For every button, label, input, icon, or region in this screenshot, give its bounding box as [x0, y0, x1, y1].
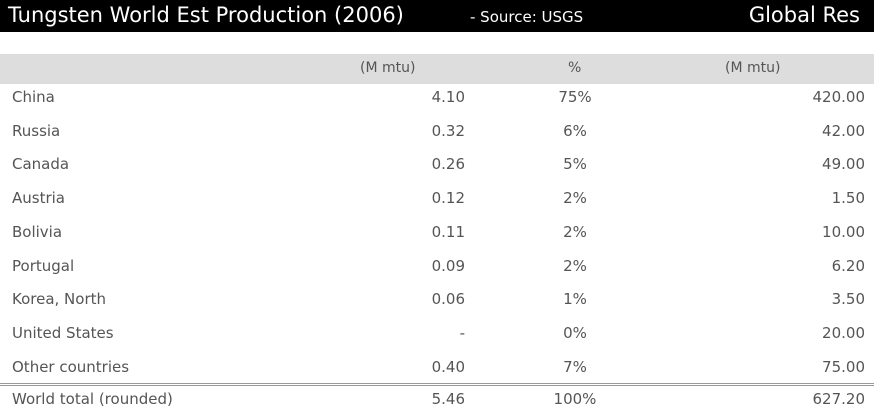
reserves-heading: Global Res [748, 3, 860, 27]
row-label: Austria [12, 189, 65, 208]
cell: 49.00 [822, 155, 865, 174]
cell: 1.50 [831, 189, 865, 208]
row-label: Other countries [12, 357, 130, 376]
cell: 2% [563, 256, 587, 275]
total-rule [0, 383, 874, 386]
cell: 75% [558, 88, 592, 106]
row-label: Portugal [12, 256, 75, 275]
cell: 0.32 [431, 121, 465, 140]
cell: 42.00 [822, 121, 865, 140]
cell: 0.09 [431, 256, 465, 275]
cell: 0.11 [431, 222, 465, 241]
title: Tungsten World Est Production (2006) [8, 3, 404, 27]
row-label: Bolivia [12, 222, 63, 241]
cell: 7% [563, 357, 587, 376]
cell: 75.00 [822, 357, 865, 376]
row-label: Korea, North [12, 290, 107, 309]
unit: (M mtu) [725, 60, 781, 76]
cell: 10.00 [822, 222, 865, 241]
source: - Source: USGS [470, 8, 584, 26]
units-row: (M mtu) % (M mtu) [0, 54, 874, 84]
cell: 627.20 [812, 390, 866, 408]
header-bar: Tungsten World Est Production (2006) - S… [0, 0, 874, 32]
unit: % [568, 60, 582, 76]
cell: 0.26 [431, 155, 465, 174]
cell: 2% [563, 222, 587, 241]
cell: - [459, 323, 465, 342]
row-label: China [12, 88, 55, 106]
row-label: United States [12, 323, 114, 342]
row-label: Russia [12, 121, 61, 140]
cell: 0.06 [431, 290, 465, 309]
cell: 5% [563, 155, 587, 174]
row-label: Canada [12, 155, 70, 174]
cell: 4.10 [431, 88, 465, 106]
cell: 0% [563, 323, 587, 342]
cell: 6.20 [831, 256, 865, 275]
cell: 100% [553, 390, 597, 408]
cell: 6% [563, 121, 587, 140]
cell: 2% [563, 189, 587, 208]
cell: 0.40 [431, 357, 465, 376]
cell: 3.50 [831, 290, 865, 309]
cell: 420.00 [812, 88, 866, 106]
row-label: World total (rounded) [12, 390, 173, 408]
cell: 5.46 [431, 390, 465, 408]
cell: 20.00 [822, 323, 865, 342]
cell: 0.12 [431, 189, 465, 208]
unit: (M mtu) [360, 60, 416, 76]
cell: 1% [563, 290, 587, 309]
